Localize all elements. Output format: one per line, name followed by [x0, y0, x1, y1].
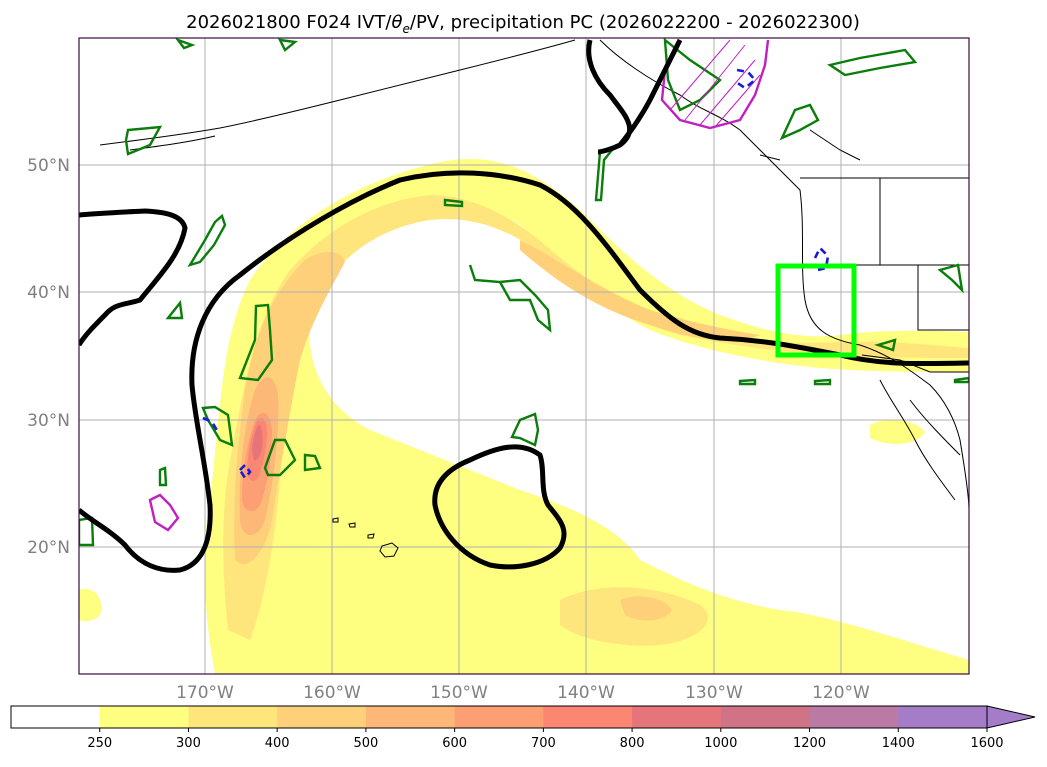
colorbar-segment: [11, 706, 101, 728]
pv-contour-16: [937, 263, 964, 294]
pv-contour-20: [953, 376, 969, 384]
blue-contour-4: [813, 245, 830, 272]
colorbar-tick-label: 500: [353, 736, 378, 751]
blue-contour-3: [238, 462, 252, 481]
pv-contour-4: [238, 303, 274, 382]
pv-contour-18: [175, 38, 298, 52]
lon-tick-170w: 170°W: [176, 683, 234, 703]
colorbar-tick-label: 250: [87, 736, 112, 751]
pv-contour-13: [827, 48, 918, 77]
colorbar-frame: [10, 705, 988, 729]
colorbar-tick-label: 700: [531, 736, 556, 751]
theta-e-loop: [432, 444, 567, 570]
colorbar-extend-arrow: [986, 705, 1036, 729]
theta-e-main: [79, 170, 969, 573]
blue-contour-1: [735, 68, 757, 90]
pv-contour-19: [443, 198, 464, 208]
magenta-contour-2: [660, 39, 770, 130]
colorbar-tick-label: 1200: [793, 736, 826, 751]
pv-contour-10: [468, 264, 552, 333]
hawaii-big-island: [379, 542, 399, 558]
blue-dashed-contours: [202, 68, 830, 481]
theta-e-west: [79, 208, 188, 347]
kauai: [332, 517, 339, 523]
colorbar-tick-label: 1000: [704, 736, 737, 751]
gridlines: [79, 38, 969, 674]
pv-contour-7: [303, 453, 322, 472]
colorbar-segment: [188, 706, 278, 728]
pv-contour-5: [263, 438, 297, 477]
ivt-shading: [79, 158, 969, 674]
theta-e-north: [586, 38, 683, 155]
magenta-contours: [148, 39, 770, 532]
magenta-hatch: [669, 39, 761, 128]
baja-coast: [879, 379, 961, 501]
pv-contour-11: [510, 412, 540, 447]
lat-tick-30: 30°N: [27, 411, 70, 431]
ivt-patch-mexico: [870, 419, 925, 444]
ivt-band-400: [520, 240, 760, 341]
colorbar-segment: [454, 706, 544, 728]
lon-tick-140w: 140°W: [557, 683, 615, 703]
lon-tick-160w: 160°W: [303, 683, 361, 703]
maui: [367, 533, 375, 539]
pv-contour-1: [124, 125, 163, 156]
colorbar-segment: [809, 706, 899, 728]
pv-contour-8: [158, 466, 168, 487]
pv-contour-3: [165, 300, 184, 320]
pv-contour-15: [663, 38, 722, 112]
colorbar-tick-label: 300: [176, 736, 201, 751]
colorbar-tick-label: 400: [265, 736, 290, 751]
ivt-patch-southwest: [79, 589, 102, 622]
highlight-box: [775, 263, 857, 358]
alaska-south-coast: [599, 39, 969, 511]
bc-coast: [759, 129, 861, 161]
alaska-coast: [99, 39, 576, 146]
colorbar: 250 300 400 500 600 700 800 1000 1200 1400 1600: [10, 705, 1036, 751]
us-mexico-border: [861, 354, 969, 373]
lon-tick-120w: 120°W: [812, 683, 870, 703]
colorbar-segment: [99, 706, 189, 728]
hawaiian-islands: [332, 517, 399, 558]
pv-contour-21: [738, 378, 832, 386]
colorbar-segment: [720, 706, 811, 728]
ivt-patch-south-400: [620, 596, 672, 621]
lat-tick-50: 50°N: [27, 156, 70, 176]
map-area: [79, 38, 969, 674]
figure-title: 2026021800 F024 IVT/θe/PV, precipitation…: [186, 12, 860, 36]
colorbar-tick-label: 1400: [882, 736, 915, 751]
pv-contour-17: [873, 338, 897, 352]
lon-tick-150w: 150°W: [430, 683, 488, 703]
colorbar-segment: [365, 706, 456, 728]
colorbar-segment: [543, 706, 633, 728]
oahu: [348, 522, 356, 528]
pv-contours: [79, 38, 969, 547]
lat-tick-20: 20°N: [27, 538, 70, 558]
coastlines: [99, 39, 969, 511]
colorbar-tick-label: 600: [442, 736, 467, 751]
ivt-core-800: [252, 424, 263, 461]
lat-tick-labels: 20°N 30°N 40°N 50°N: [27, 156, 70, 558]
magenta-contour-1: [148, 493, 180, 532]
map-frame: [78, 37, 970, 675]
colorbar-segment: [632, 706, 722, 728]
pv-contour-2: [187, 213, 227, 268]
colorbar-tick-label: 800: [620, 736, 645, 751]
theta-e-contours: [79, 38, 969, 573]
blue-contour-2: [202, 416, 220, 433]
lon-tick-labels: 170°W 160°W 150°W 140°W 130°W 120°W: [176, 683, 870, 703]
colorbar-tick-label: 1600: [970, 736, 1003, 751]
pv-contour-12: [594, 148, 615, 202]
lon-tick-130w: 130°W: [685, 683, 743, 703]
colorbar-segment: [898, 706, 988, 728]
ivt-arc-outer: [204, 158, 969, 674]
colorbar-segment: [277, 706, 367, 728]
lat-tick-40: 40°N: [27, 283, 70, 303]
pv-contour-6: [201, 405, 234, 447]
pv-contour-14: [779, 103, 820, 141]
